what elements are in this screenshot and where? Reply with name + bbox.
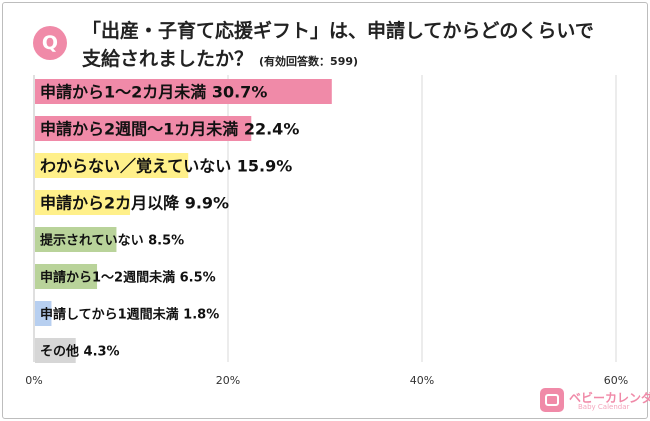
bar-label: 申請から1～2週間未満 6.5%: [40, 270, 216, 286]
bar-label: 申請から2カ月以降 9.9%: [40, 194, 229, 213]
sample-size-note: (有効回答数：599): [259, 55, 359, 68]
brand-logo: ベビーカレンダー Baby Calendar: [540, 388, 650, 414]
bar-label: 申請してから1週間未満 1.8%: [40, 307, 219, 323]
question-title-text: 支給されましたか？: [82, 48, 254, 70]
question-badge: Q: [33, 26, 67, 60]
question-title-line1: 「出産・子育て応援ギフト」は、申請してからどのくらいで: [82, 20, 594, 42]
brand-logo-text: ベビーカレンダー: [569, 391, 650, 405]
bar: [35, 227, 117, 252]
x-tick-label: 20%: [216, 374, 240, 387]
bar: [35, 190, 131, 215]
x-tick-label: 0%: [25, 374, 42, 387]
question-title-line2: 支給されましたか？ (有効回答数：599): [82, 44, 358, 71]
bar: [35, 153, 189, 178]
bar: [35, 116, 252, 141]
bar: [35, 338, 76, 363]
bar-label: その他 4.3%: [40, 344, 120, 360]
x-tick-label: 60%: [604, 374, 628, 387]
bar-label: 提示されていない 8.5%: [40, 233, 184, 249]
x-tick-label: 40%: [410, 374, 434, 387]
calendar-logo-icon: [540, 388, 564, 412]
bar: [35, 264, 98, 289]
bar-label: わからない／覚えていない 15.9%: [40, 157, 292, 176]
bar-label: 申請から1～2カ月未満 30.7%: [40, 83, 267, 102]
bar: [35, 301, 52, 326]
bar: [35, 79, 332, 104]
brand-logo-subtext: Baby Calendar: [578, 403, 630, 411]
bar-label: 申請から2週間～1カ月未満 22.4%: [40, 120, 299, 139]
